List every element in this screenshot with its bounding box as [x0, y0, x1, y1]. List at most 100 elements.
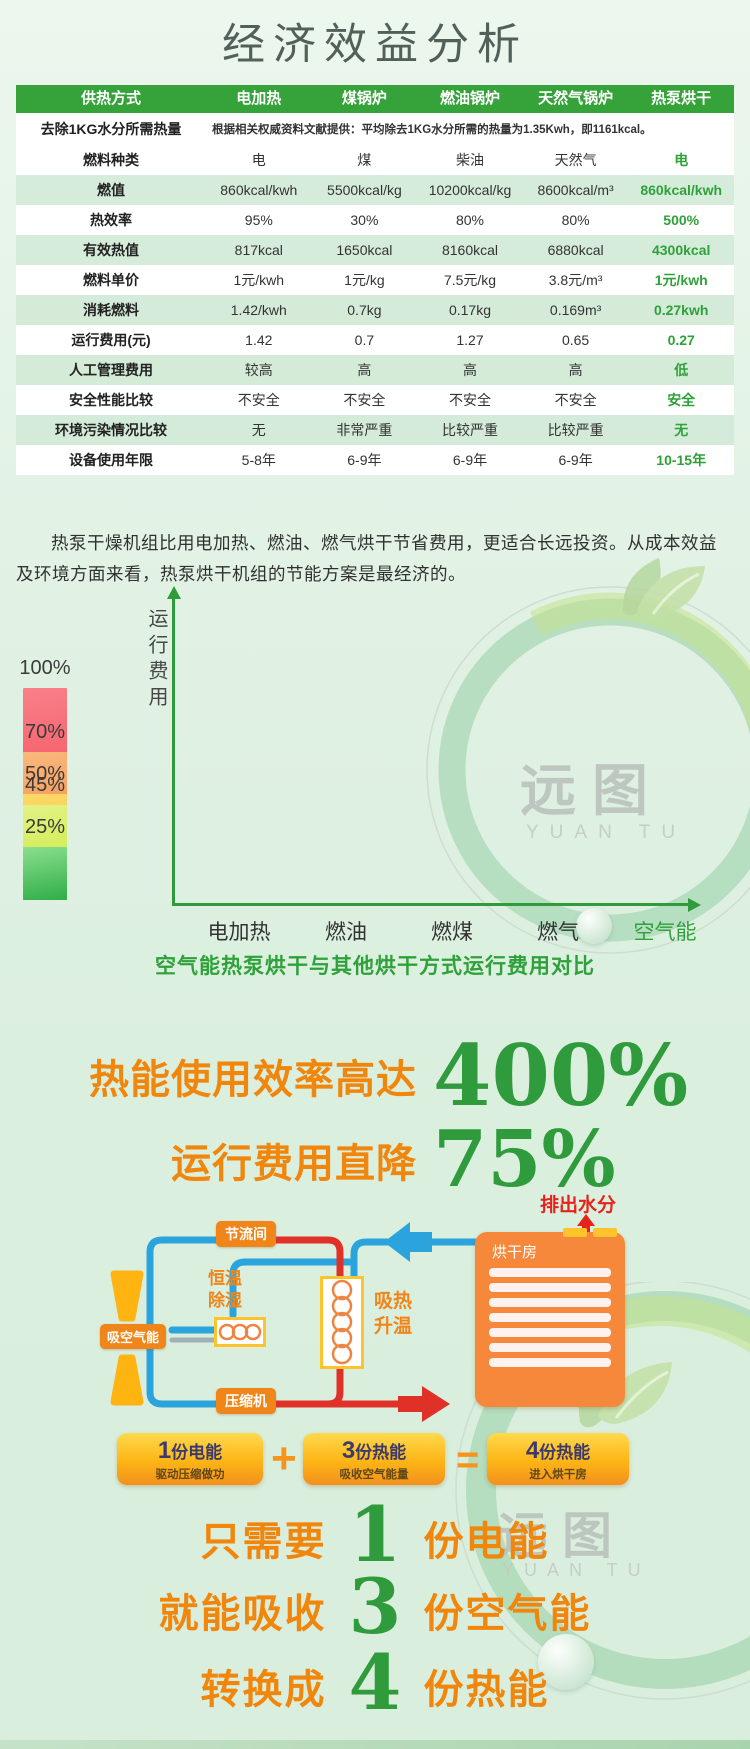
- stats-section: 热能使用效率高达 400% 运行费用直降 75%: [0, 1032, 750, 1200]
- table-cell: 电: [251, 151, 266, 168]
- table-cell: 安全: [667, 391, 696, 408]
- table-cell: 1元/kwh: [654, 271, 708, 288]
- drying-room-box: 烘干房: [475, 1228, 625, 1407]
- energy-box-electric: 1份电能 驱动压缩做功: [117, 1433, 263, 1485]
- table-row: 燃料单价 1元/kwh 1元/kg 7.5元/kg 3.8元/m³ 1元/kwh: [16, 265, 734, 295]
- table-cell: 不安全: [237, 391, 280, 408]
- row-label: 安全性能比较: [69, 391, 153, 408]
- stat-label: 热能使用效率高达: [89, 1058, 417, 1102]
- table-cell: 柴油: [455, 151, 484, 168]
- category-label: 燃气: [537, 921, 579, 944]
- energy-box-output: 4份热能 进入烘干房: [487, 1433, 629, 1485]
- table-row: 有效热值 817kcal 1650kcal 8160kcal 6880kcal …: [16, 235, 734, 265]
- table-cell: 1元/kg: [344, 271, 385, 288]
- comparison-table: 供热方式 电加热 煤锅炉 燃油锅炉 天然气锅炉 热泵烘干 去除1KG水分所需热量…: [16, 85, 734, 475]
- table-cell: 非常严重: [336, 421, 393, 438]
- condenser-coil: [320, 1276, 364, 1369]
- stat-label: 运行费用直降: [171, 1142, 417, 1186]
- statement-suffix: 份空气能: [423, 1592, 592, 1636]
- table-cell: 高: [568, 361, 583, 378]
- table-cell: 6-9年: [347, 451, 382, 468]
- bottom-border: [0, 1740, 750, 1749]
- table-header-cell: 天然气锅炉: [538, 90, 614, 108]
- stat-value: 75%: [433, 1114, 616, 1205]
- table-cell: 0.65: [561, 331, 590, 348]
- statement-line: 转换成 4 份热能: [0, 1637, 750, 1727]
- bar-value-label: 100%: [19, 657, 71, 679]
- energy-unit: 份热能: [539, 1443, 591, 1462]
- statement-prefix: 就能吸收: [158, 1592, 327, 1636]
- closing-statements: 只需要 1 份电能 就能吸收 3 份空气能 转换成 4 份热能: [0, 1496, 750, 1727]
- table-cell: 10200kcal/kg: [428, 181, 512, 198]
- table-cell: 10-15年: [656, 451, 707, 468]
- row-label: 燃值: [97, 181, 125, 198]
- table-cell: 6-9年: [452, 451, 488, 468]
- table-cell: 较高: [244, 361, 273, 378]
- table-cell: 1元/kwh: [233, 271, 285, 288]
- vent-tab: [593, 1228, 617, 1237]
- summary-paragraph: 热泵干燥机组比用电加热、燃油、燃气烘干节省费用，更适合长远投资。从成本效益及环境…: [16, 533, 717, 584]
- stat-row: 热能使用效率高达 400%: [0, 1032, 750, 1120]
- category-label: 燃煤: [431, 921, 473, 944]
- table-cell: 不安全: [343, 391, 386, 408]
- table-row: 去除1KG水分所需热量 根据相关权威资料文献提供：平均除去1KG水分所需的热量为…: [16, 113, 734, 145]
- table-cell: 低: [674, 361, 689, 378]
- table-cell: 95%: [244, 211, 273, 228]
- energy-amount: 1: [157, 1437, 172, 1464]
- watermark-ring-top: [426, 558, 750, 954]
- throttle-label: 节流间: [216, 1221, 276, 1247]
- table-row: 运行费用(元) 1.42 0.7 1.27 0.65 0.27: [16, 325, 734, 355]
- table-cell: 8600kcal/m³: [537, 181, 614, 198]
- table-cell: 30%: [350, 211, 379, 228]
- table-cell: 电: [674, 151, 689, 168]
- table-row: 热效率 95% 30% 80% 80% 500%: [16, 205, 734, 235]
- table-cell: 煤: [357, 151, 372, 168]
- energy-amount: 3: [341, 1437, 356, 1464]
- row-label: 燃料种类: [83, 151, 139, 168]
- row-label: 有效热值: [83, 241, 139, 258]
- table-row: 消耗燃料 1.42/kwh 0.7kg 0.17kg 0.169m³ 0.27k…: [16, 295, 734, 325]
- energy-subtitle: 吸收空气能量: [339, 1469, 409, 1481]
- heat-pump-diagram: 排出水分 烘干房: [0, 1190, 750, 1440]
- statement-line: 只需要 1 份电能: [0, 1496, 750, 1574]
- statement-prefix: 转换成: [200, 1668, 327, 1712]
- chart-x-axis: [172, 903, 690, 906]
- table-cell: 0.17kg: [448, 301, 492, 318]
- statement-suffix: 份热能: [423, 1668, 550, 1712]
- table-cell: 0.7kg: [347, 301, 382, 318]
- watermark-subtext: YUAN TU: [526, 822, 687, 843]
- energy-box-air: 3份热能 吸收空气能量: [303, 1433, 445, 1485]
- chart-caption: 空气能热泵烘干与其他烘干方式运行费用对比: [155, 955, 595, 978]
- statement-number: 3: [348, 1561, 402, 1651]
- statement-prefix: 只需要: [200, 1520, 327, 1564]
- table-cell: 不安全: [554, 391, 597, 408]
- table-header-cell: 煤锅炉: [341, 90, 387, 108]
- table-cell: 比较严重: [547, 421, 604, 438]
- table-cell: 0.27: [667, 331, 695, 348]
- table-cell: 860kcal/kwh: [640, 181, 723, 198]
- table-cell: 80%: [455, 211, 484, 228]
- table-cell: 6-9年: [558, 451, 593, 468]
- stat-row: 运行费用直降 75%: [0, 1120, 750, 1200]
- table-cell: 4300kcal: [651, 241, 711, 258]
- sphere-decoration: [538, 1634, 594, 1690]
- table-cell: 0.27kwh: [653, 301, 709, 318]
- table-cell: 0.169m³: [549, 301, 602, 318]
- evaporator-coil: [214, 1317, 266, 1347]
- table-cell: 无: [674, 421, 689, 438]
- row-label: 燃料单价: [83, 271, 139, 288]
- table-cell: 500%: [663, 211, 700, 228]
- statement-number: 4: [348, 1637, 402, 1727]
- energy-unit: 份电能: [171, 1443, 223, 1462]
- table-row: 环境污染情况比较 无 非常严重 比较严重 比较严重 无: [16, 415, 734, 445]
- table-row: 燃值 860kcal/kwh 5500kcal/kg 10200kcal/kg …: [16, 175, 734, 205]
- table-cell: 比较严重: [441, 421, 498, 438]
- row-label: 运行费用(元): [71, 331, 151, 348]
- table-header-cell: 热泵烘干: [651, 90, 712, 108]
- category-label: 空气能: [633, 921, 697, 944]
- table-cell: 高: [357, 361, 372, 378]
- table-row: 燃料种类 电 煤 柴油 天然气 电: [16, 145, 734, 175]
- chart-y-axis: [172, 598, 175, 906]
- bar-value-label: 25%: [24, 816, 66, 838]
